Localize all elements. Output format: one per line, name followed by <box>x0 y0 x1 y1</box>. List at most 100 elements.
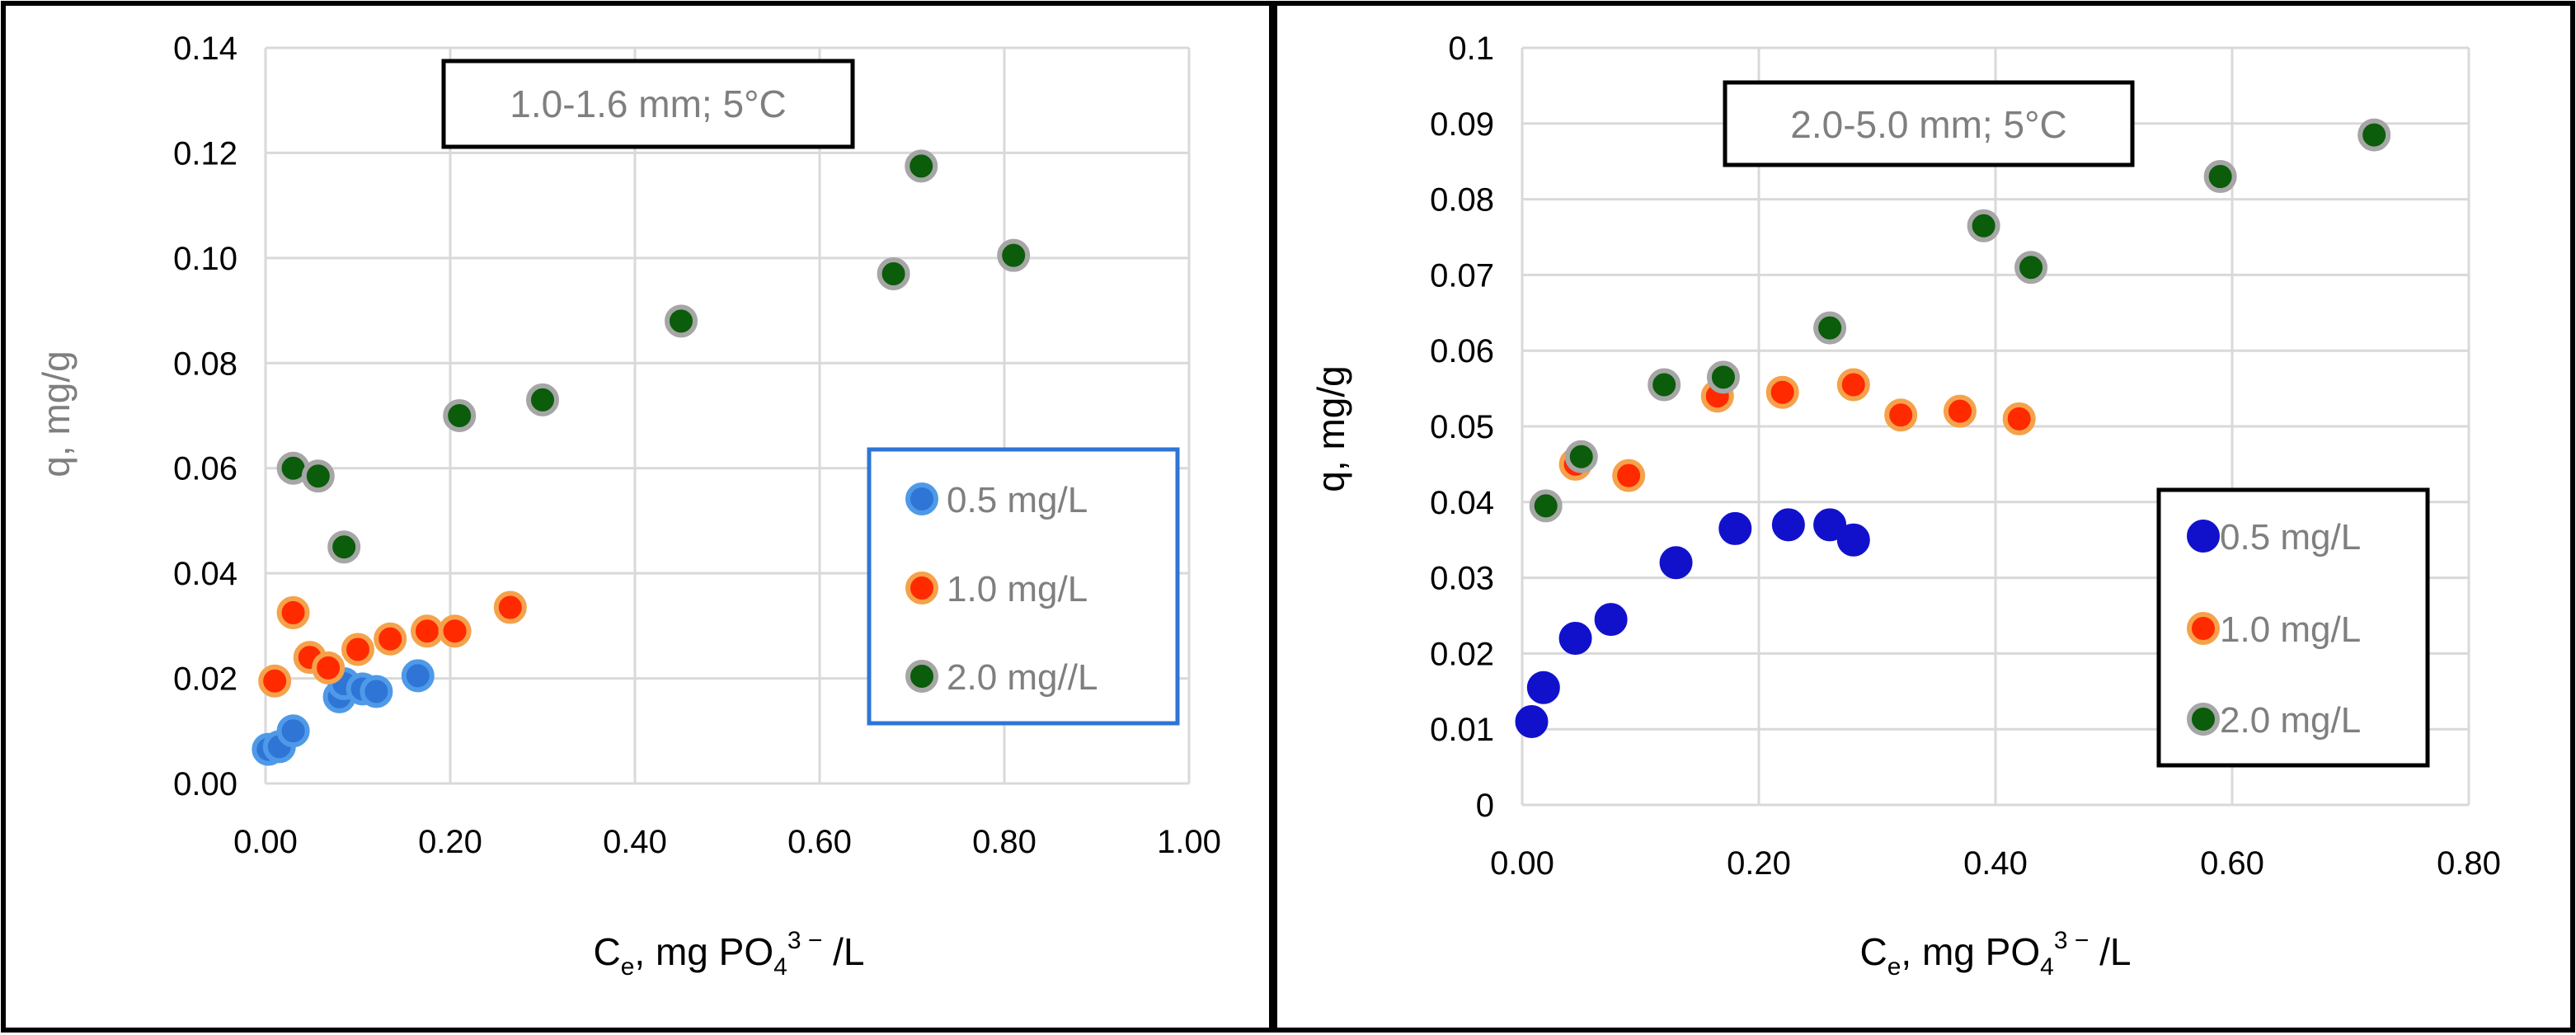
right-legend-marker-2 <box>2187 612 2220 645</box>
left-point-series-2 <box>493 590 527 624</box>
right-chart-legend: 0.5 mg/L 1.0 mg/L 2.0 mg/L <box>2156 487 2430 768</box>
right-y-tick-label: 0.1 <box>1448 31 1494 67</box>
right-point-series-3 <box>1564 440 1598 473</box>
left-x-tick-label: 0.80 <box>972 824 1037 860</box>
right-point-series-2 <box>1612 459 1646 492</box>
right-point-series-2 <box>2002 402 2036 435</box>
right-point-series-3 <box>1706 360 1740 394</box>
left-chart-points <box>251 149 1031 766</box>
right-y-axis-title: q, mg/g <box>1309 365 1352 492</box>
left-point-series-2 <box>258 664 292 698</box>
left-chart-x-ticks: 0.00 0.20 0.40 0.60 0.80 1.00 <box>233 824 1221 860</box>
left-legend-marker-2 <box>905 572 938 605</box>
right-legend-label-2: 1.0 mg/L <box>2220 609 2361 650</box>
right-chart-annotation: 2.0-5.0 mm; 5°C <box>1723 80 2135 167</box>
right-chart: 0 0.01 0.02 0.03 0.04 0.05 0.06 0.07 0.08 0.09 0.1… <box>1309 31 2501 981</box>
right-point-series-3 <box>1648 368 1681 402</box>
right-point-series-1 <box>1515 705 1549 739</box>
right-point-series-1 <box>1771 508 1805 542</box>
right-point-series-3 <box>2203 160 2237 194</box>
left-point-series-2 <box>411 614 444 648</box>
left-point-series-1 <box>401 659 435 693</box>
right-chart-grid <box>1521 46 2470 807</box>
left-point-series-2 <box>438 614 472 648</box>
right-annotation-box <box>1723 80 2135 167</box>
right-annotation-text: 2.0-5.0 mm; 5°C <box>1790 103 2066 146</box>
left-point-series-3 <box>526 383 559 416</box>
left-point-series-3 <box>327 530 361 564</box>
left-x-tick-label: 0.40 <box>603 824 667 860</box>
left-y-tick-label: 0.12 <box>173 135 237 172</box>
right-point-series-3 <box>2357 118 2391 152</box>
right-chart-x-ticks: 0.00 0.20 0.40 0.60 0.80 <box>1490 845 2501 882</box>
left-point-series-2 <box>341 633 374 666</box>
left-y-tick-label: 0.02 <box>173 661 237 698</box>
left-point-series-2 <box>276 595 310 629</box>
left-point-series-3 <box>301 459 335 493</box>
left-legend-label-2: 1.0 mg/L <box>947 569 1088 609</box>
right-point-series-3 <box>1813 311 1847 345</box>
left-y-tick-label: 0.14 <box>173 31 237 67</box>
right-y-tick-label: 0.07 <box>1430 257 1494 294</box>
left-y-tick-label: 0.08 <box>173 346 237 382</box>
left-panel-border <box>1 1 1274 1033</box>
right-point-series-1 <box>1526 670 1560 704</box>
right-legend-marker-1 <box>2187 520 2220 553</box>
right-x-tick-label: 0.00 <box>1490 845 1554 882</box>
right-x-axis-title: Ce, mg PO43 − /L <box>1859 927 2131 981</box>
right-panel-border <box>1272 1 2575 1033</box>
left-chart: 0.00 0.02 0.04 0.06 0.08 0.10 0.12 0.14 0.00 0.2… <box>35 31 1221 981</box>
left-point-series-1 <box>276 714 310 748</box>
right-chart-points <box>1515 118 2391 739</box>
left-x-tick-label: 0.60 <box>787 824 852 860</box>
left-point-series-2 <box>312 651 346 685</box>
left-x-tick-label: 0.00 <box>233 824 298 860</box>
left-y-tick-label: 0.04 <box>173 556 237 592</box>
right-point-series-1 <box>1718 511 1752 545</box>
right-point-series-2 <box>1943 394 1977 428</box>
right-y-tick-label: 0.03 <box>1430 561 1494 597</box>
left-legend-label-1: 0.5 mg/L <box>947 480 1088 520</box>
right-x-tick-label: 0.60 <box>2200 845 2264 882</box>
left-point-series-3 <box>665 304 698 338</box>
right-y-tick-label: 0.01 <box>1430 712 1494 748</box>
right-point-series-2 <box>1884 398 1918 432</box>
right-point-series-2 <box>1765 375 1799 409</box>
right-y-tick-label: 0 <box>1476 788 1494 824</box>
right-point-series-1 <box>1836 523 1870 557</box>
right-y-tick-label: 0.08 <box>1430 182 1494 219</box>
right-point-series-3 <box>1967 209 2000 242</box>
right-point-series-3 <box>2014 251 2048 285</box>
left-legend-label-3: 2.0 mg//L <box>947 657 1098 698</box>
left-chart-legend: 0.5 mg/L 1.0 mg/L 2.0 mg//L <box>867 447 1180 726</box>
left-chart-annotation: 1.0-1.6 mm; 5°C <box>441 59 855 149</box>
right-legend-marker-3 <box>2187 703 2220 736</box>
right-y-tick-label: 0.05 <box>1430 409 1494 445</box>
right-point-series-1 <box>1659 546 1693 580</box>
right-point-series-1 <box>1558 622 1592 656</box>
right-x-tick-label: 0.20 <box>1727 845 1791 882</box>
left-point-series-3 <box>997 238 1031 272</box>
left-point-series-3 <box>877 256 910 290</box>
left-legend-items: 0.5 mg/L 1.0 mg/L 2.0 mg//L <box>905 480 1098 698</box>
left-point-series-2 <box>374 622 407 656</box>
right-point-series-1 <box>1813 508 1847 542</box>
right-legend-items: 0.5 mg/L 1.0 mg/L 2.0 mg/L <box>2187 517 2361 741</box>
right-chart-y-ticks: 0 0.01 0.02 0.03 0.04 0.05 0.06 0.07 0.08 0.09 0.1 <box>1430 31 1494 824</box>
left-y-tick-label: 0.06 <box>173 451 237 487</box>
right-legend-label-3: 2.0 mg/L <box>2220 700 2361 741</box>
left-x-tick-label: 0.20 <box>418 824 482 860</box>
left-point-series-1 <box>360 675 393 708</box>
right-point-series-3 <box>1529 489 1563 523</box>
left-annotation-box <box>441 59 855 149</box>
right-y-tick-label: 0.02 <box>1430 636 1494 672</box>
left-x-tick-label: 1.00 <box>1157 824 1221 860</box>
right-y-tick-label: 0.04 <box>1430 485 1494 521</box>
left-point-series-3 <box>443 399 477 432</box>
left-chart-y-ticks: 0.00 0.02 0.04 0.06 0.08 0.10 0.12 0.14 <box>173 31 237 802</box>
right-y-tick-label: 0.06 <box>1430 333 1494 369</box>
left-y-tick-label: 0.00 <box>173 766 237 802</box>
left-point-series-3 <box>905 149 938 183</box>
right-y-tick-label: 0.09 <box>1430 106 1494 143</box>
